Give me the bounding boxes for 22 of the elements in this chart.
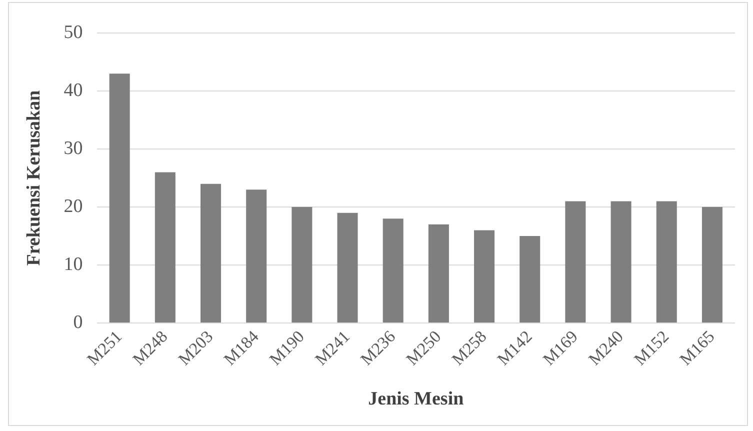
bar xyxy=(610,201,632,323)
bar xyxy=(382,218,404,323)
bar xyxy=(246,190,267,323)
bar xyxy=(109,74,130,323)
y-tick-label: 10 xyxy=(64,254,83,276)
bar xyxy=(474,230,495,323)
bar xyxy=(520,236,540,323)
bar xyxy=(428,224,449,323)
bar xyxy=(702,207,722,323)
x-axis-title: Jenis Mesin xyxy=(368,388,464,410)
y-axis-title: Frekuensi Kerusakan xyxy=(23,90,44,266)
y-tick-label: 40 xyxy=(64,80,83,101)
bar xyxy=(200,184,222,323)
y-tick-label: 0 xyxy=(73,312,83,334)
y-tick-label: 30 xyxy=(64,138,83,160)
bar xyxy=(337,212,358,323)
bar xyxy=(154,172,176,323)
y-tick-label: 50 xyxy=(64,22,83,43)
y-tick-label: 20 xyxy=(64,196,83,218)
bar xyxy=(292,207,312,323)
bar xyxy=(656,201,677,323)
bar xyxy=(565,201,586,323)
